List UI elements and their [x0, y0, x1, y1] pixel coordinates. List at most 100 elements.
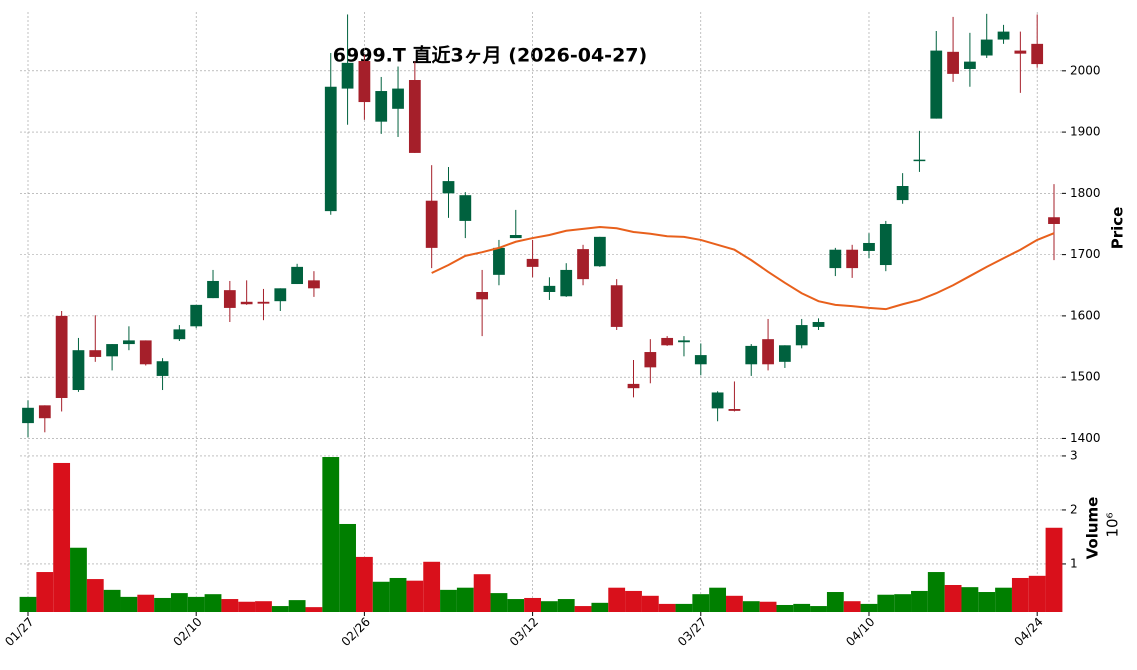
- candle-body: [964, 61, 976, 69]
- volume-bar: [978, 592, 996, 612]
- volume-bar: [70, 547, 87, 612]
- x-tick-label: 02/26: [339, 615, 373, 649]
- candle-body: [358, 61, 371, 103]
- candle-body: [493, 247, 505, 275]
- volume-bar: [524, 597, 541, 612]
- volume-bar: [389, 577, 407, 612]
- candle-body: [341, 62, 354, 89]
- candle-body: [627, 383, 640, 389]
- candle-body: [778, 345, 791, 362]
- volume-bar: [86, 579, 104, 612]
- candle-body: [375, 91, 388, 122]
- volume-bar: [894, 594, 912, 612]
- volume-bar: [995, 587, 1012, 612]
- volume-bar: [271, 606, 289, 612]
- volume-bar: [322, 457, 340, 612]
- candle-body: [610, 285, 623, 327]
- volume-bar: [507, 599, 525, 612]
- candle-body: [38, 405, 51, 419]
- y-tick-label: 1800: [1070, 186, 1101, 200]
- candle-body: [930, 50, 943, 119]
- candle-body: [1031, 43, 1044, 65]
- y-tick-label: 1900: [1070, 125, 1101, 139]
- candle-body: [947, 51, 959, 74]
- volume-bar: [238, 601, 256, 612]
- x-tick-label: 03/27: [675, 615, 709, 649]
- volume-bar: [456, 587, 474, 612]
- volume-bar: [877, 594, 895, 612]
- volume-bar: [372, 581, 390, 612]
- candle-body: [1048, 217, 1060, 224]
- volume-bar: [759, 601, 777, 612]
- candle-body: [896, 186, 909, 201]
- moving-average-line: [431, 226, 1055, 311]
- volume-bar: [911, 590, 928, 612]
- volume-bar: [860, 603, 878, 612]
- volume-bar: [288, 600, 306, 612]
- candle-body: [459, 195, 472, 221]
- candle-body: [123, 340, 135, 345]
- volume-bar: [843, 601, 861, 612]
- volume-bar: [826, 592, 844, 612]
- volume-bar: [675, 603, 693, 612]
- candle-body: [913, 159, 926, 162]
- candle-body: [139, 340, 152, 365]
- volume-bar: [406, 580, 424, 612]
- candle-body: [795, 325, 808, 346]
- candle-body: [509, 235, 522, 239]
- candle-body: [846, 249, 859, 269]
- candle-body: [106, 344, 118, 357]
- candle-body: [207, 280, 219, 299]
- y-tick-label: 1400: [1070, 431, 1101, 445]
- candle-body: [728, 409, 741, 411]
- volume-bar: [170, 593, 188, 612]
- volume-bar: [221, 599, 239, 612]
- y-tick-label: 3: [1070, 448, 1078, 462]
- candle-body: [829, 249, 842, 269]
- volume-bar: [1011, 577, 1029, 612]
- volume-axis-label: Volume: [1084, 497, 1102, 560]
- candle-body: [678, 340, 690, 343]
- volume-bar: [641, 595, 659, 612]
- candle-body: [72, 350, 85, 391]
- candle-body: [577, 249, 589, 280]
- volume-bar: [339, 523, 356, 612]
- candle-body: [257, 301, 270, 304]
- candle-body: [173, 329, 186, 340]
- candle-body: [661, 337, 674, 346]
- candle-body: [879, 223, 892, 266]
- candle-body: [442, 181, 455, 194]
- volume-bar: [625, 590, 642, 612]
- volume-bar: [473, 574, 491, 612]
- candle-body: [425, 200, 438, 248]
- candle-body: [997, 31, 1010, 40]
- candle-body: [190, 304, 203, 327]
- candle-body: [543, 285, 556, 292]
- volume-bar: [658, 603, 676, 612]
- volume-bar: [103, 589, 121, 612]
- volume-bar: [742, 601, 760, 612]
- candle-body: [476, 291, 489, 300]
- volume-bar: [53, 462, 71, 612]
- candle-body: [291, 266, 304, 285]
- candle-body: [156, 361, 169, 376]
- volume-bar: [204, 594, 222, 612]
- candle-body: [762, 339, 774, 365]
- y-tick-label: 1600: [1070, 308, 1101, 322]
- volume-bar: [961, 587, 979, 612]
- candle-body: [745, 345, 758, 365]
- candle-body: [526, 258, 539, 267]
- y-tick-label: 2: [1070, 502, 1078, 516]
- volume-bar: [810, 606, 827, 612]
- volume-bar: [490, 593, 508, 612]
- candle-body: [240, 301, 253, 305]
- candle-body: [274, 288, 287, 302]
- volume-bar: [137, 594, 155, 612]
- volume-bar: [574, 606, 592, 612]
- volume-bar: [154, 597, 171, 612]
- volume-scale-label: 10⁶: [1104, 512, 1122, 537]
- volume-bar: [793, 603, 811, 612]
- candle-body: [392, 88, 404, 109]
- candle-body: [22, 407, 34, 424]
